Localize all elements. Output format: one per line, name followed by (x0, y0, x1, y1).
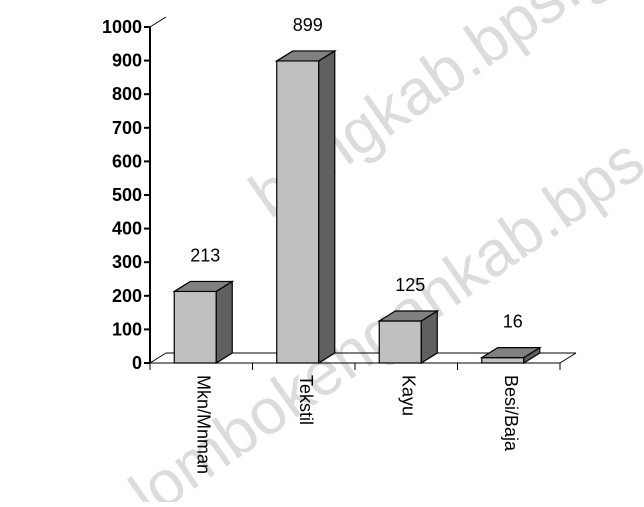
y-tick-label: 1000 (102, 17, 142, 37)
data-label: 213 (190, 245, 220, 265)
data-label: 125 (395, 275, 425, 295)
bars (172, 49, 542, 365)
y-tick-label: 600 (112, 151, 142, 171)
bar-front (276, 60, 320, 364)
labels: 213 Mkn/Mnman 899 Tekstil 125 Kayu 16 Besi/Baja (190, 15, 523, 474)
category-label: Mkn/Mnman (193, 375, 213, 474)
y-tick-label: 200 (112, 286, 142, 306)
y-tick-label: 700 (112, 118, 142, 138)
axes: 0 100 200 300 400 500 600 700 800 900 1000 (102, 16, 577, 373)
y-tick-label: 100 (112, 319, 142, 339)
y-tick-label: 500 (112, 185, 142, 205)
bar-top (479, 347, 542, 359)
category-label: Tekstil (296, 375, 316, 425)
category-label: Kayu (398, 375, 418, 416)
category-label: Besi/Baja (501, 375, 521, 452)
data-label: 16 (503, 312, 523, 332)
bar-front (481, 357, 525, 364)
y-tick-label: 400 (112, 219, 142, 239)
bar-top (274, 50, 337, 62)
data-label: 899 (293, 15, 323, 35)
floor-right-edge (559, 352, 577, 364)
y-tick-label: 800 (112, 84, 142, 104)
y-tick-label: 900 (112, 51, 142, 71)
bar-front (378, 320, 422, 364)
bar-front (173, 290, 217, 364)
floor-left-edge (149, 352, 167, 364)
y-tick-label: 0 (132, 353, 142, 373)
y-axis-top-edge (149, 16, 167, 28)
bar-top (172, 280, 235, 293)
bar-side (215, 280, 233, 365)
y-tick-label: 300 (112, 252, 142, 272)
bar-side (318, 49, 336, 365)
bar-top (377, 310, 440, 322)
